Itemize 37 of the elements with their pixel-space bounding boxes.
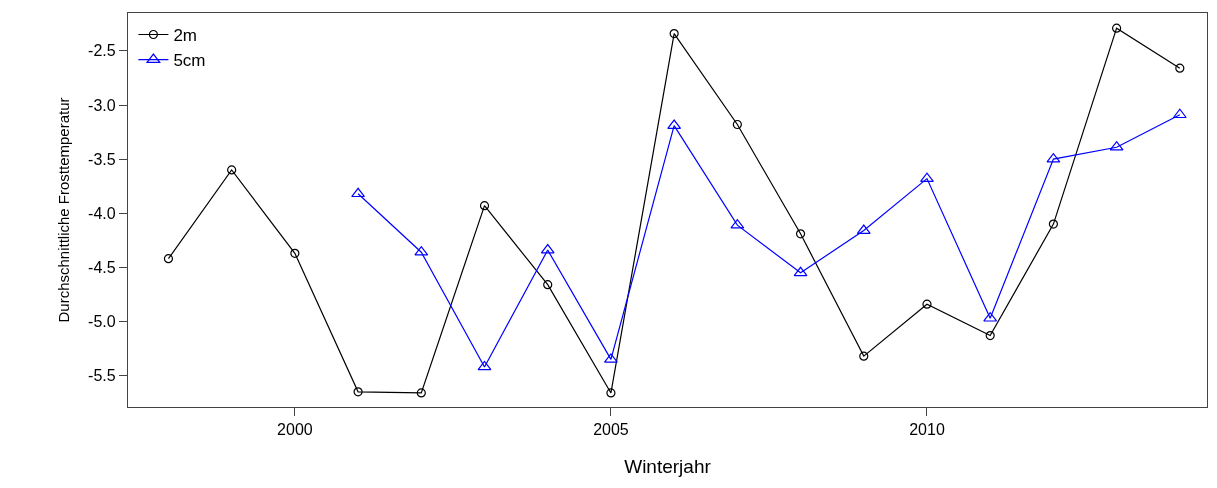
point <box>1048 219 1058 229</box>
y-tick-label: -5.0 <box>88 313 116 331</box>
point <box>540 243 555 254</box>
x-tick-label: 2005 <box>593 421 629 439</box>
point <box>606 388 616 398</box>
point <box>163 254 174 264</box>
point <box>1112 23 1122 33</box>
point <box>985 330 995 341</box>
y-tick-label: -4.5 <box>88 258 116 276</box>
point <box>416 388 426 398</box>
point <box>859 351 869 361</box>
x-axis-title: Winterjahr <box>624 456 712 478</box>
point <box>353 387 363 397</box>
y-tick-label: -3.0 <box>88 96 116 114</box>
point <box>732 119 742 130</box>
point <box>669 28 679 39</box>
y-tick-label: -4.0 <box>88 204 116 222</box>
point <box>477 360 492 371</box>
point <box>290 248 300 258</box>
x-tick-label: 2000 <box>277 421 313 439</box>
legend-label: 2m <box>173 26 198 46</box>
point <box>922 299 932 309</box>
y-tick-label: -5.5 <box>88 367 116 385</box>
point <box>543 280 553 290</box>
point <box>351 187 366 198</box>
point <box>793 266 808 277</box>
point <box>479 201 490 211</box>
y-tick-label: -2.5 <box>88 42 116 60</box>
point <box>1172 108 1187 119</box>
point <box>795 229 806 239</box>
point <box>1175 63 1185 73</box>
legend-label: 5cm <box>173 51 206 71</box>
point <box>227 165 237 175</box>
y-tick-label: -3.5 <box>88 150 116 168</box>
point <box>920 172 934 182</box>
y-axis-title: Durchschnittliche Frosttemperatur <box>55 97 73 323</box>
x-tick-label: 2010 <box>909 421 945 439</box>
